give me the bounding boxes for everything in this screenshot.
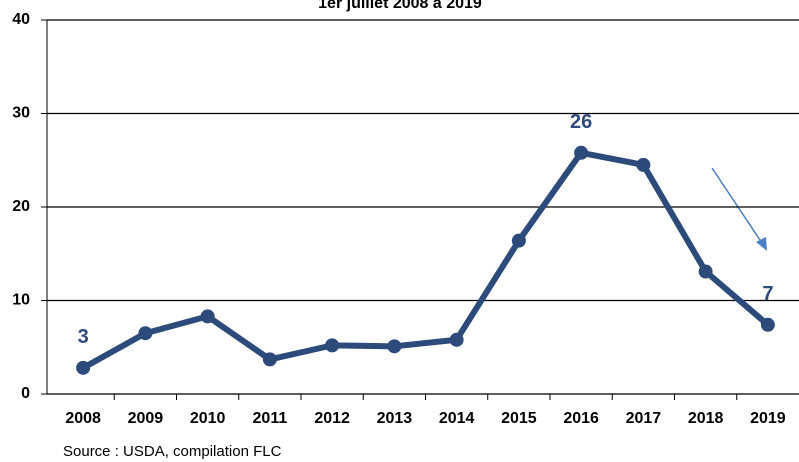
data-point (698, 264, 713, 279)
y-tick-label: 40 (12, 11, 30, 28)
x-tick-label: 2017 (626, 410, 662, 427)
series-line (81, 149, 770, 371)
data-point (449, 332, 464, 347)
x-tick-label: 2016 (563, 410, 599, 427)
data-point (138, 326, 153, 341)
x-tick-label: 2014 (439, 410, 475, 427)
x-tick-label: 2013 (377, 410, 413, 427)
x-tick-label: 2019 (750, 410, 786, 427)
x-tick-label: 2015 (501, 410, 537, 427)
x-tick-label: 2012 (314, 410, 350, 427)
x-tick-label: 2018 (688, 410, 724, 427)
data-point (325, 338, 340, 353)
data-point (760, 317, 775, 332)
x-tick-label: 2009 (128, 410, 164, 427)
chart-title: 1er juillet 2008 à 2019 (318, 0, 482, 12)
x-tick-label: 2008 (65, 410, 101, 427)
trend-arrow-head (756, 237, 767, 251)
data-point (574, 145, 589, 160)
source-note: Source : USDA, compilation FLC (63, 443, 282, 460)
data-point (387, 339, 402, 354)
data-point (262, 352, 277, 367)
data-point (200, 309, 215, 324)
x-tick-label: 2011 (253, 410, 288, 427)
data-point (511, 233, 526, 248)
data-point (636, 157, 651, 172)
data-label: 7 (762, 283, 773, 305)
y-tick-label: 20 (12, 198, 30, 215)
y-tick-label: 0 (21, 385, 30, 402)
y-tick-label: 10 (12, 292, 30, 309)
y-tick-label: 30 (12, 105, 30, 122)
data-label: 26 (570, 111, 592, 133)
data-label: 3 (78, 326, 89, 348)
data-point (76, 360, 91, 375)
x-tick-label: 2010 (190, 410, 226, 427)
